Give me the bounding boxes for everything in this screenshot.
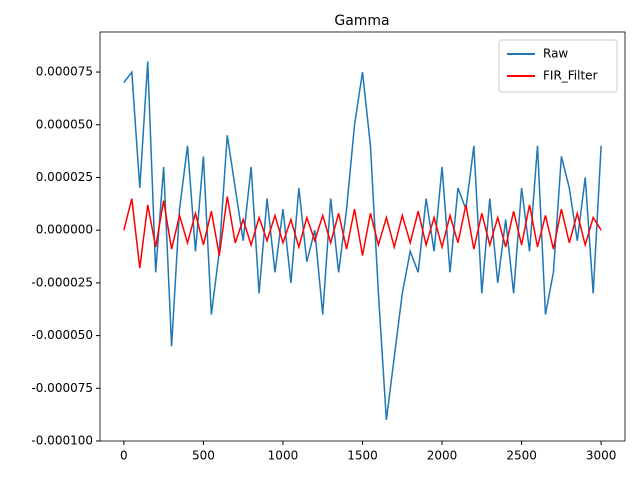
x-tick-label: 3000 xyxy=(586,449,617,463)
y-tick-label: 0.000050 xyxy=(36,117,93,131)
x-tick-label: 500 xyxy=(192,449,215,463)
chart-title: Gamma xyxy=(334,13,389,29)
legend-label: Raw xyxy=(543,47,568,61)
series-line xyxy=(123,196,602,269)
y-tick-label: -0.000050 xyxy=(31,328,93,342)
legend-label: FIR_Filter xyxy=(543,69,598,83)
x-tick-label: 2000 xyxy=(427,449,458,463)
y-tick-label: 0.000025 xyxy=(36,170,93,184)
plot-frame xyxy=(99,31,626,442)
x-tick-label: 0 xyxy=(120,449,128,463)
x-tick-label: 1500 xyxy=(347,449,378,463)
x-tick-label: 1000 xyxy=(268,449,299,463)
y-tick-label: -0.000100 xyxy=(31,434,93,448)
y-tick-label: 0.000000 xyxy=(36,223,93,237)
y-tick-label: 0.000075 xyxy=(36,65,93,79)
series-line xyxy=(123,61,602,421)
x-tick-label: 2500 xyxy=(506,449,537,463)
y-tick-label: -0.000075 xyxy=(31,381,93,395)
y-tick-label: -0.000025 xyxy=(31,275,93,289)
